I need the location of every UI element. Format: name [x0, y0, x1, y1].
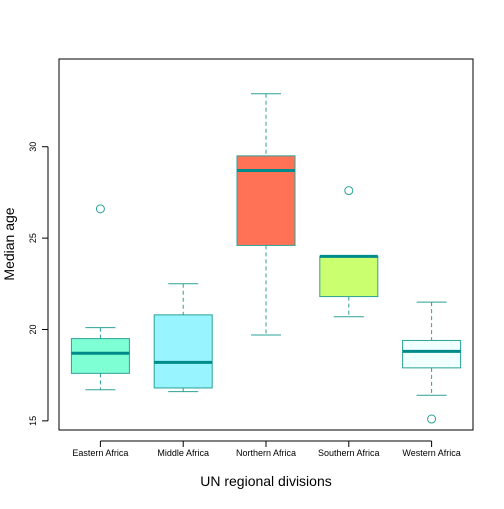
x-tick-label: Southern Africa	[318, 448, 380, 458]
box-iqr	[153, 314, 213, 389]
outlier-point	[427, 414, 437, 424]
x-tick-label: Western Africa	[402, 448, 460, 458]
x-axis-title: UN regional divisions	[200, 473, 332, 489]
y-axis-title: Median age	[1, 207, 17, 280]
y-tick-label: 20	[28, 324, 38, 334]
box-iqr	[319, 255, 379, 298]
boxes-layer	[70, 93, 462, 424]
box-group	[236, 93, 296, 336]
x-tick-label: Middle Africa	[157, 448, 209, 458]
y-tick-label: 25	[28, 233, 38, 243]
y-tick-label: 15	[28, 416, 38, 426]
box-iqr	[402, 339, 462, 369]
plot-frame	[58, 58, 474, 431]
x-axis: Eastern Africa Middle Africa Northern Afri…	[72, 440, 461, 458]
y-tick-label: 30	[28, 142, 38, 152]
box-iqr	[70, 338, 130, 374]
box-group	[319, 186, 379, 318]
box-group	[402, 301, 462, 424]
x-tick-label: Eastern Africa	[72, 448, 128, 458]
outlier-point	[344, 186, 354, 196]
x-tick-label: Northern Africa	[236, 448, 296, 458]
box-group	[153, 283, 213, 393]
outlier-point	[95, 204, 105, 214]
y-axis: 15 20 25 30	[28, 142, 49, 426]
box-group	[70, 204, 130, 391]
